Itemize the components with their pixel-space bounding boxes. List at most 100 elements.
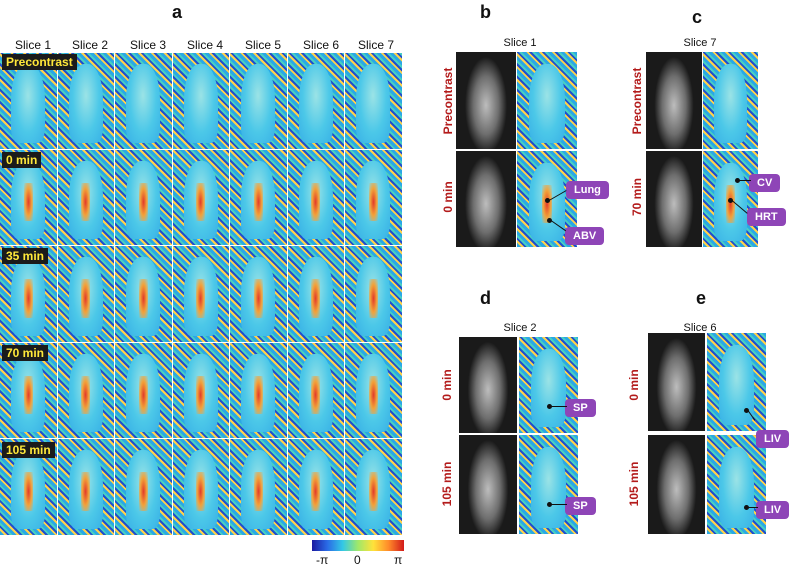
panel-b-lung-marker (545, 198, 550, 203)
panel-e-liv-marker-2 (744, 505, 749, 510)
panel-d-phase-105-min (519, 435, 578, 534)
phase-tile-row3-slice5 (230, 246, 287, 342)
phase-tile-row5-slice3 (115, 439, 172, 535)
row-separator (0, 148, 403, 150)
panel-d-callout-sp-1: SP (565, 399, 596, 417)
row-separator (0, 341, 403, 343)
panel-c-row-label-precontrast: Precontrast (630, 67, 644, 135)
panel-d-title: Slice 2 (503, 322, 537, 334)
panel-b-row-label-0-min: 0 min (441, 181, 455, 213)
panel-e-row-label-0-min: 0 min (627, 369, 641, 401)
slice-header-2: Slice 2 (71, 38, 109, 52)
panel-e-liv-marker-1 (744, 408, 749, 413)
panel-d-row-label-0-min: 0 min (440, 369, 454, 401)
panel-c-row-label-70-min: 70 min (630, 178, 644, 217)
panel-c-magnitude-precontrast (646, 52, 702, 149)
row-label-35-min: 35 min (2, 248, 49, 264)
colorbar-mid-label: 0 (354, 553, 361, 566)
phase-tile-row5-slice5 (230, 439, 287, 535)
panel-letter-b: b (480, 2, 491, 22)
panel-c-cv-leader (739, 180, 751, 181)
phase-tile-row5-slice2 (57, 439, 114, 535)
panel-c-title: Slice 7 (683, 37, 717, 49)
panel-c-callout-hrt: HRT (747, 208, 786, 226)
phase-tile-row3-slice3 (115, 246, 172, 342)
panel-c-magnitude-70-min (646, 151, 702, 247)
phase-tile-row3-slice6 (287, 246, 344, 342)
slice-header-4: Slice 4 (186, 38, 224, 52)
panel-letter-d: d (480, 288, 491, 308)
panel-b-magnitude-precontrast (456, 52, 516, 149)
panel-c-cv-marker (735, 178, 740, 183)
phase-image-grid (0, 53, 405, 535)
panel-d-sp-leader-2 (551, 504, 567, 505)
phase-tile-row2-slice5 (230, 149, 287, 245)
panel-d-magnitude-105-min (459, 435, 517, 534)
phase-tile-row4-slice5 (230, 342, 287, 438)
phase-tile-row1-slice5 (230, 53, 287, 149)
panel-d-magnitude-0-min (459, 337, 517, 433)
phase-tile-row5-slice4 (172, 439, 229, 535)
panel-b-abv-marker (547, 218, 552, 223)
panel-d-callout-sp-2: SP (565, 497, 596, 515)
panel-b-callout-abv: ABV (565, 227, 605, 245)
phase-tile-row5-slice7 (345, 439, 402, 535)
panel-d-sp-leader-1 (551, 406, 567, 407)
phase-tile-row4-slice3 (115, 342, 172, 438)
colorbar-min-label: -π (316, 553, 329, 566)
row-label-0-min: 0 min (2, 152, 42, 168)
panel-c-callout-cv: CV (749, 174, 781, 192)
phase-tile-row1-slice4 (172, 53, 229, 149)
panel-e-row-label-105-min: 105 min (627, 461, 641, 507)
phase-tile-row4-slice6 (287, 342, 344, 438)
phase-colorbar (312, 540, 404, 551)
panel-d-sp-marker-2 (547, 502, 552, 507)
panel-b-magnitude-0-min (456, 151, 516, 247)
slice-header-7: Slice 7 (357, 38, 395, 52)
panel-e-liv-leader-2 (748, 507, 758, 508)
panel-letter-e: e (696, 288, 707, 308)
panel-b-phase-precontrast (517, 52, 577, 149)
phase-tile-row2-slice7 (345, 149, 402, 245)
panel-e-magnitude-0-min (648, 333, 705, 431)
panel-b-row-label-precontrast: Precontrast (441, 67, 455, 135)
panel-e-callout-liv-1: LIV (756, 430, 790, 448)
slice-header-6: Slice 6 (302, 38, 340, 52)
slice-header-5: Slice 5 (244, 38, 282, 52)
phase-tile-row4-slice2 (57, 342, 114, 438)
phase-tile-row1-slice7 (345, 53, 402, 149)
row-separator (0, 438, 403, 439)
panel-e-phase-0-min (707, 333, 766, 431)
panel-c-hrt-marker (728, 198, 733, 203)
phase-tile-row2-slice4 (172, 149, 229, 245)
phase-tile-row4-slice4 (172, 342, 229, 438)
panel-letter-c: c (692, 7, 703, 27)
phase-tile-row3-slice7 (345, 246, 402, 342)
phase-tile-row1-slice3 (115, 53, 172, 149)
panel-d-sp-marker-1 (547, 404, 552, 409)
panel-e-title: Slice 6 (683, 322, 717, 334)
phase-tile-row2-slice6 (287, 149, 344, 245)
row-separator (0, 245, 403, 246)
phase-tile-row2-slice3 (115, 149, 172, 245)
colorbar-max-label: π (394, 553, 403, 566)
slice-header-3: Slice 3 (129, 38, 167, 52)
panel-letter-a: a (172, 2, 183, 22)
panel-b-callout-lung: Lung (566, 181, 609, 199)
phase-tile-row4-slice7 (345, 342, 402, 438)
row-label-105-min: 105 min (2, 442, 55, 458)
panel-e-phase-105-min (707, 435, 766, 534)
phase-tile-row3-slice2 (57, 246, 114, 342)
phase-tile-row5-slice6 (287, 439, 344, 535)
panel-e-callout-liv-2: LIV (756, 501, 790, 519)
panel-e-magnitude-105-min (648, 435, 705, 534)
panel-c-phase-precontrast (703, 52, 758, 149)
phase-tile-row1-slice6 (287, 53, 344, 149)
row-label-precontrast: Precontrast (2, 54, 77, 70)
row-label-70-min: 70 min (2, 345, 49, 361)
slice-header-1: Slice 1 (14, 38, 52, 52)
phase-tile-row3-slice4 (172, 246, 229, 342)
phase-tile-row2-slice2 (57, 149, 114, 245)
panel-d-row-label-105-min: 105 min (440, 461, 454, 507)
panel-b-title: Slice 1 (503, 37, 537, 49)
